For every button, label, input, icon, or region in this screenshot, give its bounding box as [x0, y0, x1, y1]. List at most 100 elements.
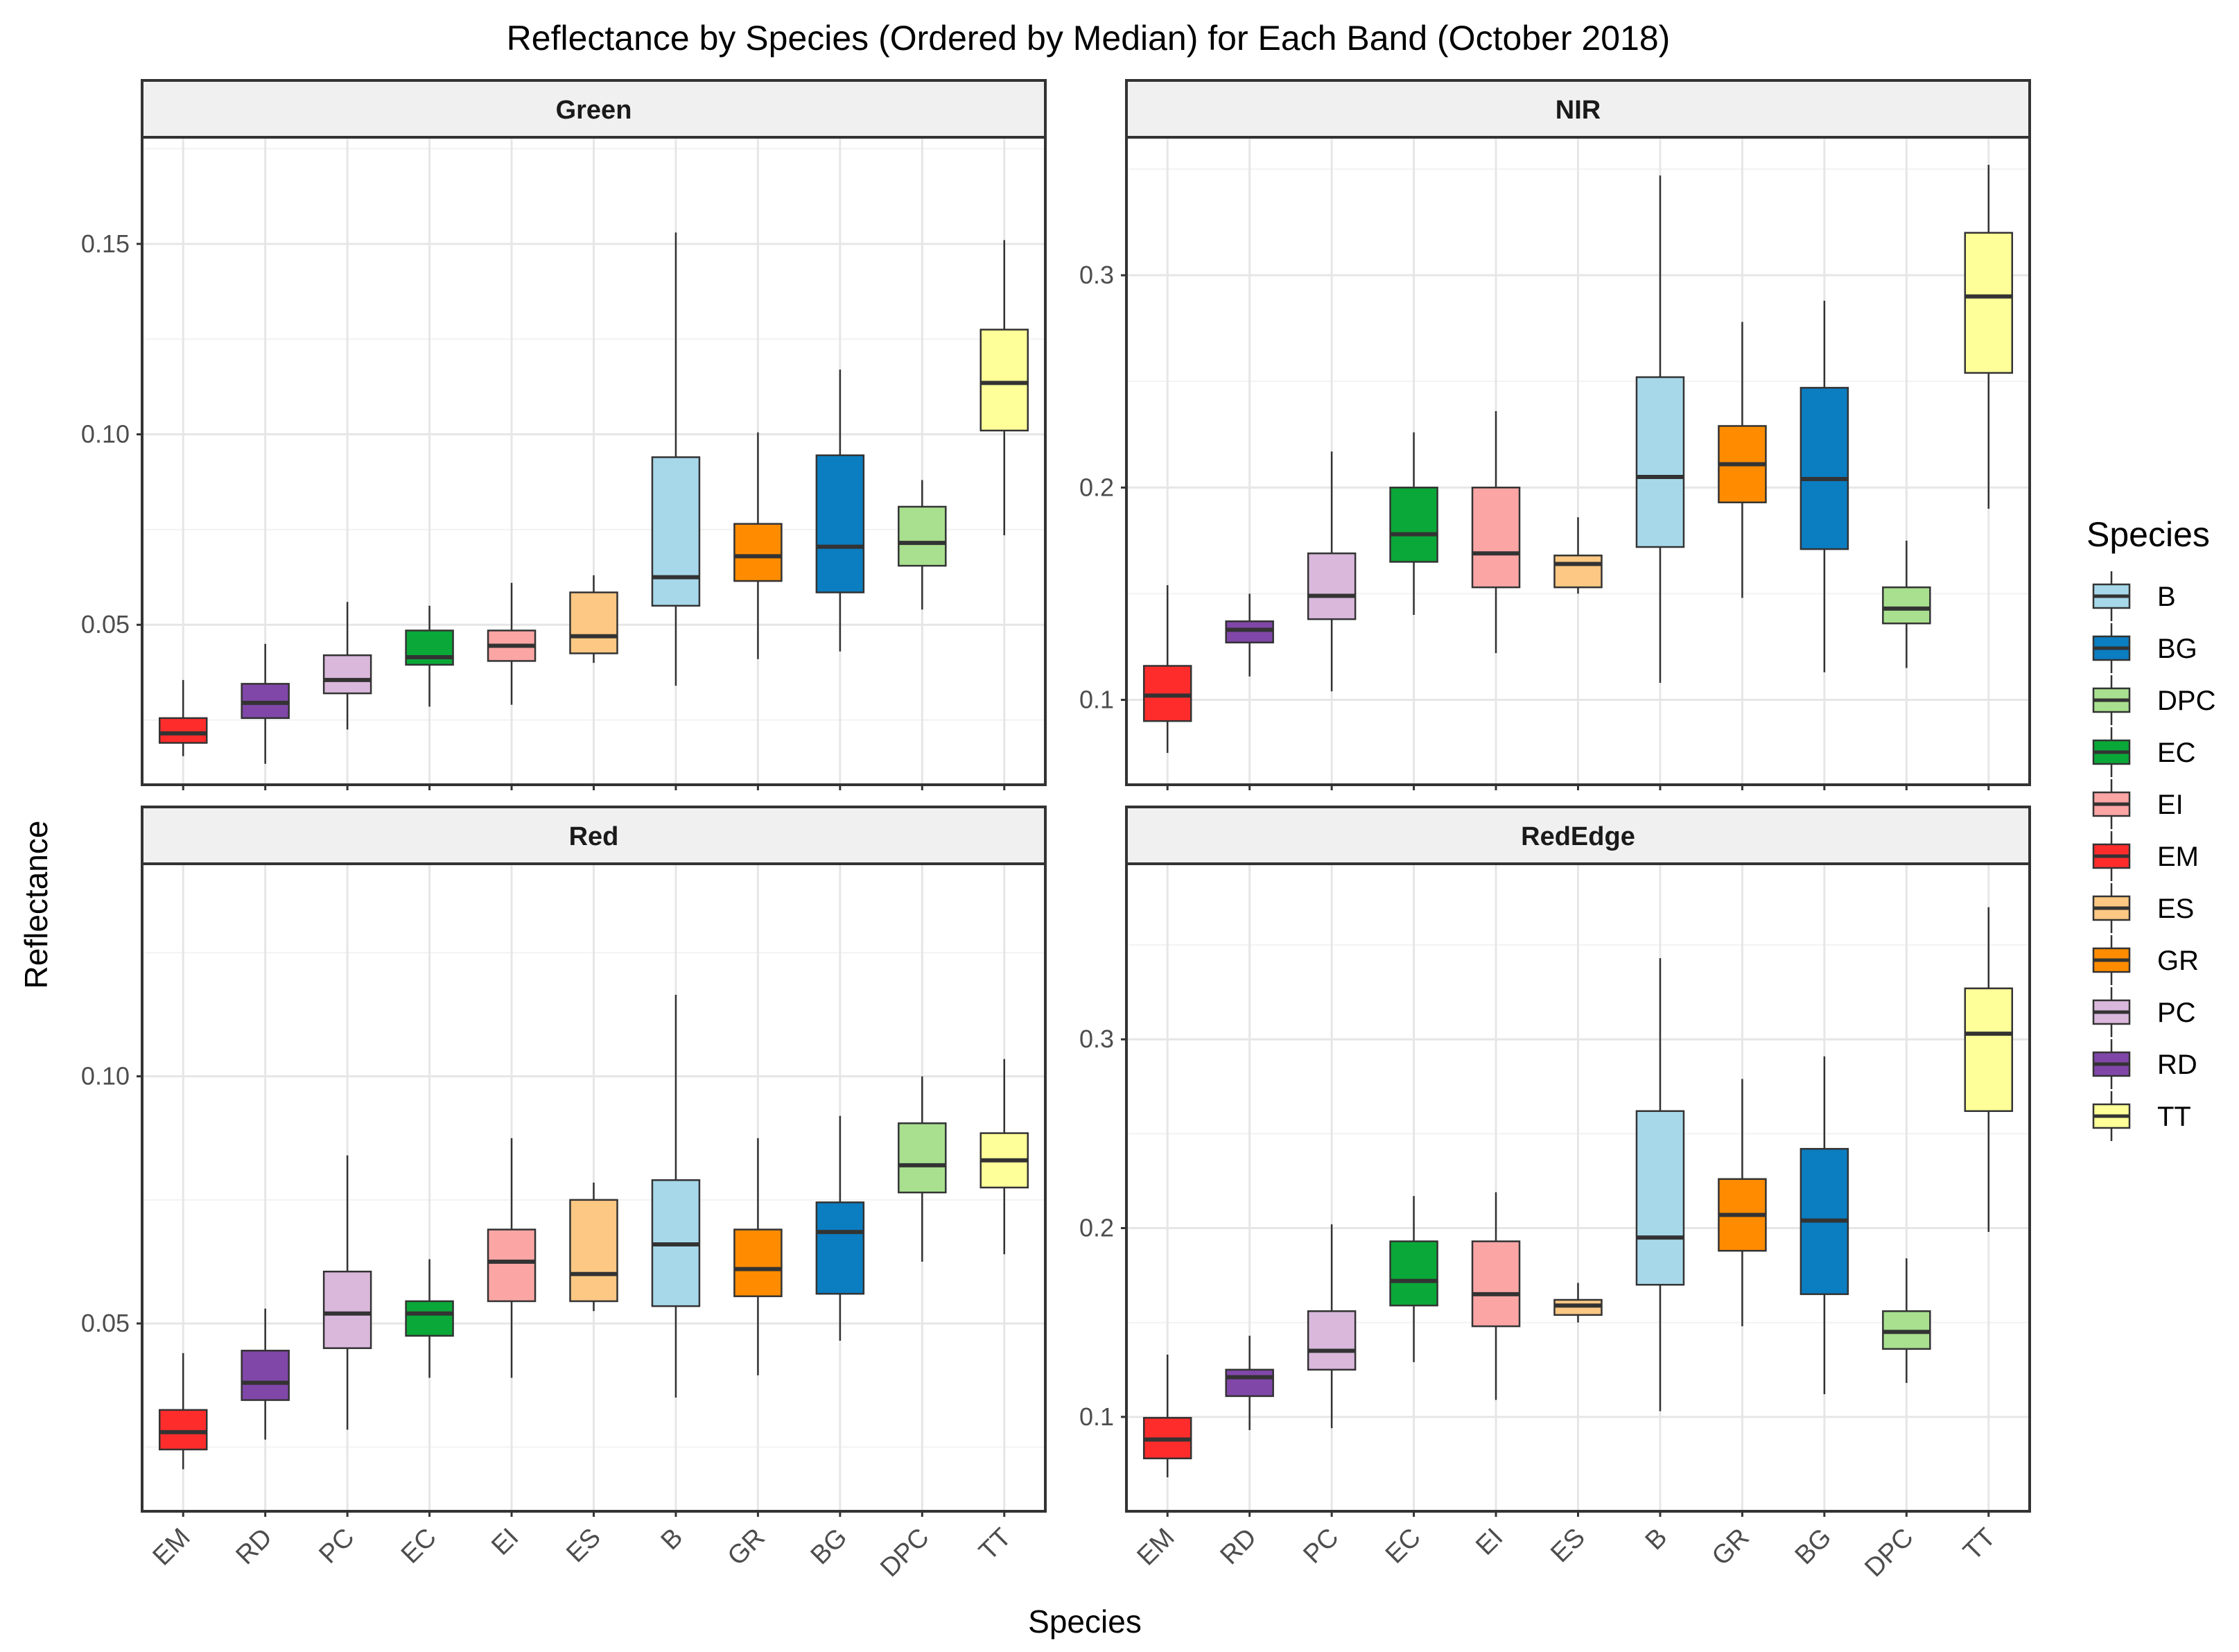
- box-gr: [1718, 322, 1767, 598]
- box-bg: [815, 369, 865, 652]
- box-pc: [322, 602, 372, 730]
- box-iqr: [1635, 1110, 1685, 1286]
- box-iqr: [1964, 987, 2014, 1112]
- box-es: [569, 1182, 618, 1312]
- box-em: [158, 1353, 208, 1470]
- x-tick-label: EI: [1470, 1523, 1508, 1561]
- x-tick-label: EC: [396, 1523, 442, 1570]
- legend-key-gr: GR: [2088, 935, 2199, 985]
- box-iqr: [1800, 387, 1849, 550]
- box-iqr: [405, 629, 454, 666]
- y-axis-title: Reflectance: [18, 821, 54, 989]
- y-tick-label: 0.10: [81, 420, 130, 449]
- facet-strip: [141, 806, 1047, 865]
- facet-strip: [1125, 806, 2031, 865]
- box-ec: [1389, 432, 1438, 616]
- box-iqr: [405, 1300, 454, 1337]
- facet-strip: [141, 79, 1047, 139]
- box-ei: [487, 1138, 537, 1378]
- box-iqr: [487, 1228, 537, 1303]
- box-gr: [733, 432, 783, 659]
- box-bg: [815, 1115, 865, 1341]
- box-tt: [1964, 164, 2014, 509]
- box-ec: [1389, 1196, 1438, 1362]
- legend-label: EM: [2157, 842, 2199, 872]
- box-iqr: [815, 1201, 865, 1295]
- facet-strip-label: RedEdge: [1521, 822, 1635, 851]
- x-tick-label: ES: [561, 1523, 607, 1569]
- legend-label: GR: [2157, 946, 2199, 976]
- box-em: [158, 679, 208, 756]
- box-iqr: [1225, 620, 1274, 644]
- y-tick-label: 0.3: [1079, 1025, 1114, 1053]
- legend-key-ei: EI: [2088, 779, 2184, 829]
- box-iqr: [733, 523, 783, 582]
- box-iqr: [569, 591, 618, 654]
- box-b: [651, 994, 701, 1398]
- facet-strip: [1125, 79, 2031, 139]
- box-b: [1635, 175, 1685, 684]
- box-iqr: [1307, 552, 1357, 620]
- box-tt: [1964, 907, 2014, 1232]
- box-dpc: [898, 480, 947, 610]
- box-gr: [733, 1138, 783, 1375]
- legend-label: EC: [2157, 738, 2196, 768]
- legend-key-b: B: [2088, 571, 2176, 621]
- box-ei: [1471, 411, 1521, 654]
- box-iqr: [158, 1409, 208, 1451]
- box-iqr: [1471, 1240, 1521, 1328]
- box-iqr: [1964, 232, 2014, 374]
- x-tick-label: TT: [974, 1523, 1018, 1567]
- box-ei: [487, 582, 537, 705]
- box-es: [1553, 1283, 1603, 1323]
- box-iqr: [1142, 665, 1192, 722]
- legend-label: EI: [2157, 790, 2184, 820]
- x-axis-title: Species: [1028, 1603, 1142, 1640]
- x-tick-label: GR: [722, 1523, 771, 1572]
- legend-key-bg: BG: [2088, 623, 2197, 673]
- box-iqr: [569, 1199, 618, 1303]
- facet-strip-label: Red: [569, 822, 619, 851]
- box-dpc: [898, 1076, 947, 1262]
- facet-strip-label: Green: [556, 96, 632, 125]
- box-ec: [405, 1259, 454, 1378]
- legend-label: ES: [2157, 894, 2194, 924]
- legend-label: TT: [2157, 1102, 2191, 1132]
- box-iqr: [898, 505, 947, 567]
- legend-label: PC: [2157, 998, 2196, 1028]
- x-tick-label: RD: [1215, 1523, 1263, 1571]
- box-iqr: [1225, 1368, 1274, 1398]
- x-tick-label: RD: [231, 1523, 279, 1571]
- x-tick-label: PC: [1298, 1523, 1344, 1570]
- x-tick-label: DPC: [875, 1523, 934, 1583]
- box-tt: [979, 240, 1029, 536]
- legend-key-em: EM: [2088, 831, 2199, 881]
- box-bg: [1800, 1056, 1849, 1395]
- box-iqr: [979, 329, 1029, 432]
- y-tick-label: 0.15: [81, 229, 130, 258]
- y-tick-label: 0.3: [1079, 261, 1114, 289]
- x-tick-label: BG: [1790, 1523, 1838, 1571]
- box-rd: [241, 1308, 290, 1440]
- x-tick-label: ES: [1545, 1523, 1591, 1569]
- x-tick-label: EC: [1380, 1523, 1427, 1570]
- box-dpc: [1882, 1258, 1931, 1383]
- chart-title: Reflectance by Species (Ordered by Media…: [507, 19, 1671, 58]
- x-tick-label: TT: [1958, 1523, 2002, 1567]
- x-tick-label: EM: [148, 1523, 196, 1572]
- legend-label: DPC: [2157, 686, 2215, 716]
- y-tick-label: 0.05: [81, 610, 130, 638]
- box-tt: [979, 1059, 1029, 1255]
- box-iqr: [815, 454, 865, 593]
- box-iqr: [322, 1270, 372, 1349]
- box-es: [569, 575, 618, 663]
- box-b: [651, 232, 701, 686]
- x-tick-label: BG: [805, 1523, 853, 1571]
- legend-key-ec: EC: [2088, 727, 2196, 777]
- legend-key-rd: RD: [2088, 1039, 2197, 1089]
- box-iqr: [1471, 487, 1521, 589]
- legend-label: BG: [2157, 634, 2197, 664]
- x-tick-label: GR: [1707, 1523, 1755, 1572]
- legend-key-dpc: DPC: [2088, 675, 2215, 725]
